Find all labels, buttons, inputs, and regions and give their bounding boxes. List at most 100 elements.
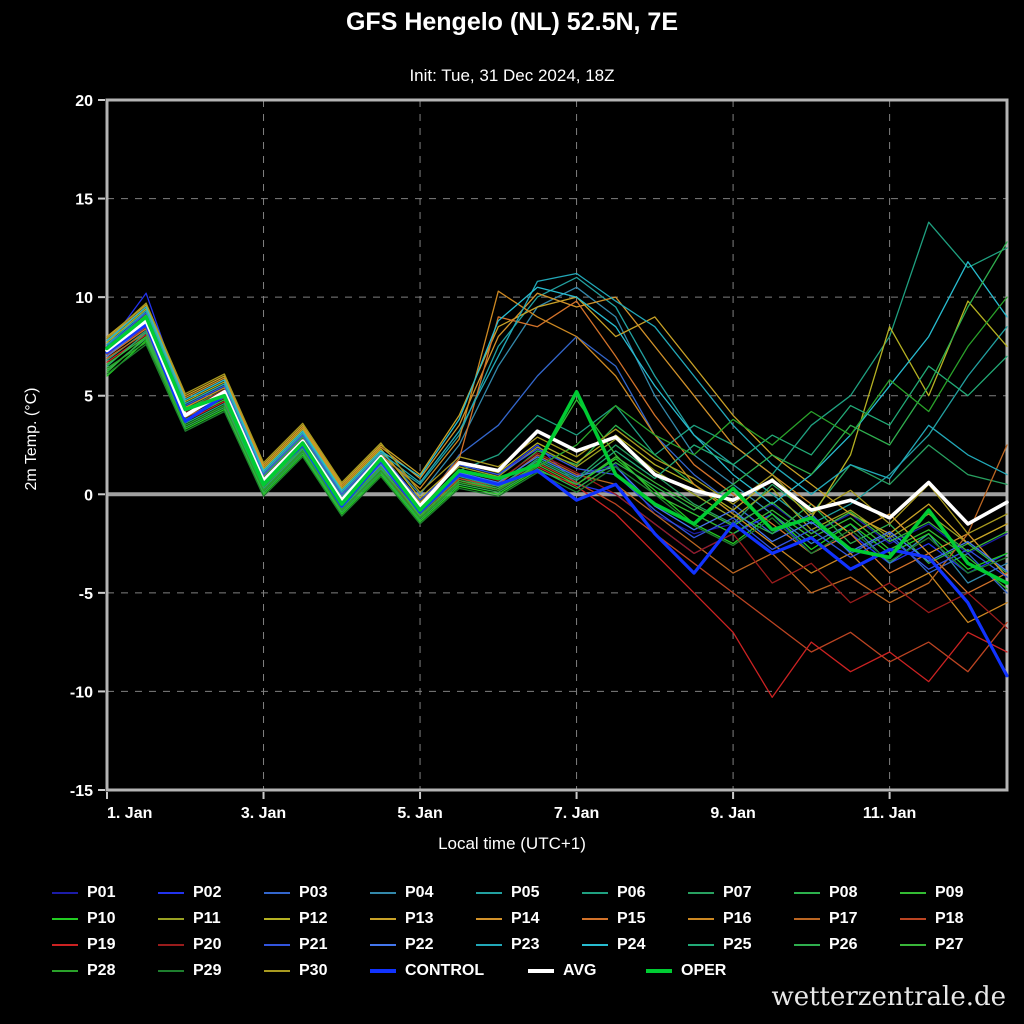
legend-label: P07 [723,884,752,901]
legend-dash-icon [370,969,396,973]
legend-item-P10: P10 [52,910,158,928]
legend-item-OPER: OPER [646,962,764,980]
legend-dash-icon [52,918,78,920]
legend-dash-icon [476,892,502,894]
y-tick-label: 15 [75,192,93,209]
page-title: GFS Hengelo (NL) 52.5N, 7E [345,8,678,36]
legend-label: P13 [405,910,434,927]
ensemble-chart-svg: 20 15 10 5 0 -5 -10 -15 1. Jan 3. Jan 5. Jan 7. Jan… [70,93,1009,822]
legend-item-P26: P26 [794,936,900,954]
legend-label: P12 [299,910,328,927]
legend-label: P14 [511,910,540,927]
legend-item-P27: P27 [900,936,1006,954]
legend-label: P11 [193,910,221,927]
series-line-P28 [106,296,1008,519]
legend-label: CONTROL [405,962,485,979]
legend-label: P28 [87,962,116,979]
legend-dash-icon [688,918,714,920]
legend-label: P10 [87,910,116,927]
x-tick-label: 5. Jan [397,805,442,822]
x-tick-label: 3. Jan [241,805,286,822]
legend-label: P18 [935,910,964,927]
series-line-P30 [106,302,1008,535]
x-tick-label: 9. Jan [710,805,755,822]
legend-label: P08 [829,884,858,901]
legend-dash-icon [264,892,290,894]
legend-item-P06: P06 [582,884,688,902]
legend-label: P05 [511,884,540,901]
y-tick-label: 0 [84,487,93,504]
x-tick-label: 1. Jan [107,805,152,822]
legend-item-P19: P19 [52,936,158,954]
legend-label: P27 [935,936,964,953]
legend-dash-icon [582,892,608,894]
series-line-P19 [106,333,1008,698]
legend-item-P16: P16 [688,910,794,928]
legend-dash-icon [582,918,608,920]
legend-row: P10 P11 P12 P13 P14 P15 P16 P17 P18 [52,906,1012,932]
legend-dash-icon [476,944,502,946]
legend-label: P02 [193,884,222,901]
series-line-P21 [106,312,1008,578]
legend-label: P03 [299,884,328,901]
legend-dash-icon [158,944,184,946]
legend-dash-icon [158,892,184,894]
legend-row: P01 P02 P03 P04 P05 P06 P07 P08 P09 [52,880,1012,906]
series-line-CONTROL [105,323,1009,678]
legend-item-P18: P18 [900,910,1006,928]
legend-dash-icon [476,918,502,920]
legend-label: P30 [299,962,328,979]
legend-label: P23 [511,936,540,953]
legend-item-P28: P28 [52,962,158,980]
legend-item-P20: P20 [158,936,264,954]
legend-label: P09 [935,884,964,901]
legend-dash-icon [264,944,290,946]
legend-dash-icon [794,944,820,946]
watermark: wetterzentrale.de [771,982,1006,1012]
legend-label: P04 [405,884,434,901]
series-line-P14 [106,292,1008,578]
legend-dash-icon [582,944,608,946]
legend-label: P16 [723,910,752,927]
legend-label: P21 [299,936,328,953]
legend-item-P02: P02 [158,884,264,902]
legend-item-P21: P21 [264,936,370,954]
legend-item-P04: P04 [370,884,476,902]
legend-dash-icon [900,892,926,894]
legend-dash-icon [52,944,78,946]
legend-item-CONTROL: CONTROL [370,962,528,980]
legend-dash-icon [370,918,396,920]
legend-label: P17 [829,910,858,927]
y-tick-label: -15 [70,783,93,800]
y-tick-label: 20 [75,93,93,110]
legend-label: P20 [193,936,222,953]
legend-item-P25: P25 [688,936,794,954]
x-tick-label: 11. Jan [863,805,916,822]
y-axis-label: 2m Temp. (°C) [23,387,40,491]
legend-item-P24: P24 [582,936,688,954]
legend-item-P01: P01 [52,884,158,902]
series-line-OPER [105,315,1009,585]
legend-label: AVG [563,962,597,979]
legend-label: P01 [87,884,116,901]
x-axis-label: Local time (UTC+1) [438,834,586,853]
legend-item-P17: P17 [794,910,900,928]
legend-dash-icon [158,970,184,972]
legend-item-P09: P09 [900,884,1006,902]
legend-dash-icon [52,970,78,972]
x-tick-label: 7. Jan [554,805,599,822]
series-line-P06 [106,221,1008,507]
legend-dash-icon [370,892,396,894]
legend-label: P24 [617,936,646,953]
series-line-P26 [106,241,1008,521]
legend-item-AVG: AVG [528,962,646,980]
y-tick-label: -10 [70,684,93,701]
legend-label: P06 [617,884,646,901]
legend-label: P22 [405,936,434,953]
legend-item-P15: P15 [582,910,688,928]
legend-item-P03: P03 [264,884,370,902]
legend-dash-icon [264,918,290,920]
legend-item-P13: P13 [370,910,476,928]
legend-item-P22: P22 [370,936,476,954]
legend-dash-icon [264,970,290,972]
